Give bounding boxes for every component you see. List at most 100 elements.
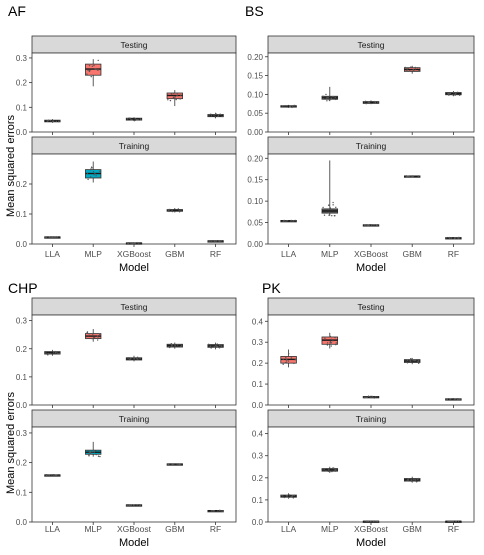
- jitter-point: [448, 236, 450, 239]
- box-xgboost: [125, 117, 143, 122]
- jitter-point: [412, 175, 415, 177]
- x-tick-label: XGBoost: [354, 524, 389, 534]
- y-tick-label: 0.3: [252, 338, 264, 347]
- box-gbm: [166, 463, 183, 466]
- jitter-point: [335, 206, 337, 209]
- jitter-point: [91, 65, 94, 67]
- jitter-point: [213, 240, 216, 242]
- jitter-point: [218, 347, 221, 349]
- box-rf: [445, 236, 462, 240]
- jitter-point: [86, 73, 88, 75]
- jitter-point: [133, 504, 135, 506]
- jitter-point: [133, 357, 135, 360]
- jitter-point: [448, 94, 450, 96]
- jitter-point: [210, 240, 213, 242]
- jitter-point: [168, 210, 170, 213]
- jitter-point: [456, 91, 459, 93]
- jitter-point: [330, 97, 333, 99]
- jitter-point: [174, 344, 176, 346]
- jitter-point: [368, 101, 370, 104]
- jitter-point: [331, 470, 333, 473]
- jitter-point: [333, 467, 335, 470]
- jitter-point: [93, 451, 95, 453]
- jitter-point: [372, 396, 374, 399]
- jitter-point: [133, 119, 136, 122]
- jitter-point: [97, 177, 99, 179]
- jitter-point: [89, 453, 92, 455]
- jitter-point: [167, 209, 169, 211]
- box-gbm: [166, 90, 183, 107]
- jitter-point: [99, 455, 101, 458]
- jitter-point: [134, 242, 136, 244]
- jitter-point: [416, 67, 419, 69]
- jitter-point: [132, 242, 134, 245]
- jitter-point: [86, 332, 88, 334]
- y-tick-label: 0.1: [16, 373, 28, 382]
- jitter-point: [176, 463, 178, 465]
- jitter-point: [282, 105, 284, 107]
- jitter-point: [335, 343, 337, 346]
- panel-title: PK: [262, 280, 281, 296]
- jitter-point: [179, 98, 181, 100]
- jitter-point: [221, 510, 224, 512]
- jitter-point: [88, 452, 90, 454]
- jitter-point: [50, 236, 52, 238]
- jitter-point: [332, 201, 334, 204]
- box-rf: [207, 112, 224, 119]
- chart-panel-pk: PK Testing 0.0 0.1 0.2 0.3 0.4 Training 0.0 0.1 0.…: [252, 280, 475, 549]
- jitter-point: [58, 352, 60, 354]
- jitter-point: [366, 520, 368, 523]
- facet-strip-label: Testing: [358, 40, 385, 50]
- jitter-point: [220, 344, 222, 346]
- jitter-point: [176, 95, 178, 97]
- jitter-point: [55, 352, 57, 354]
- jitter-point: [363, 101, 366, 103]
- jitter-point: [92, 170, 95, 173]
- jitter-point: [136, 504, 138, 506]
- jitter-point: [417, 360, 419, 363]
- jitter-point: [330, 342, 333, 344]
- jitter-point: [366, 102, 369, 105]
- jitter-point: [217, 510, 219, 512]
- jitter-point: [364, 100, 367, 102]
- jitter-point: [326, 344, 329, 346]
- jitter-point: [373, 520, 375, 523]
- jitter-point: [334, 470, 336, 472]
- jitter-point: [179, 463, 181, 465]
- jitter-point: [126, 504, 128, 506]
- jitter-point: [286, 358, 288, 360]
- jitter-point: [94, 450, 97, 452]
- jitter-point: [407, 478, 410, 480]
- jitter-point: [45, 474, 48, 477]
- jitter-point: [210, 347, 212, 349]
- jitter-point: [325, 470, 327, 472]
- jitter-point: [290, 357, 293, 359]
- x-tick-label: GBM: [165, 249, 184, 259]
- box-lla: [280, 349, 297, 368]
- jitter-point: [328, 214, 330, 216]
- plot-area: [31, 153, 237, 245]
- jitter-point: [98, 333, 101, 335]
- jitter-point: [409, 360, 412, 362]
- jitter-point: [407, 67, 409, 70]
- jitter-point: [208, 115, 210, 117]
- jitter-point: [52, 474, 54, 476]
- jitter-point: [178, 463, 180, 466]
- jitter-point: [87, 178, 89, 181]
- jitter-point: [96, 335, 99, 337]
- y-tick-label: 0.05: [247, 219, 263, 228]
- box-gbm: [166, 208, 183, 213]
- y-tick-label: 0.1: [252, 496, 264, 505]
- jitter-point: [173, 92, 175, 95]
- jitter-point: [373, 397, 375, 399]
- jitter-point: [453, 398, 455, 400]
- jitter-point: [173, 96, 175, 98]
- jitter-point: [54, 236, 57, 239]
- y-tick-label: 0.2: [16, 79, 28, 88]
- jitter-point: [87, 334, 90, 337]
- jitter-point: [365, 102, 367, 105]
- jitter-point: [286, 220, 289, 222]
- jitter-point: [367, 520, 369, 523]
- jitter-point: [175, 98, 177, 101]
